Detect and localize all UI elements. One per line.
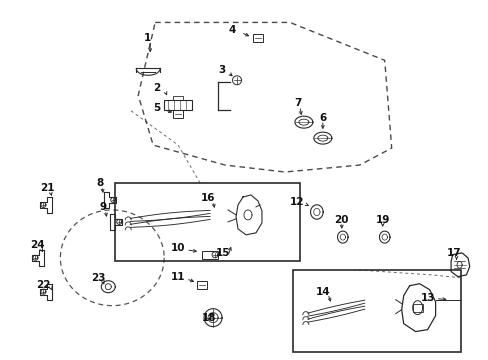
Bar (197, 281, 206, 289)
Text: 8: 8 (97, 178, 103, 188)
Text: 13: 13 (420, 293, 434, 303)
Text: 12: 12 (289, 197, 304, 207)
Bar (292, 270, 460, 351)
Text: 2: 2 (153, 83, 161, 93)
Text: 22: 22 (36, 280, 51, 290)
Text: 21: 21 (40, 183, 55, 193)
Text: 19: 19 (375, 215, 389, 225)
Text: 4: 4 (228, 26, 235, 35)
Bar (412, 304, 422, 312)
Text: 20: 20 (334, 215, 348, 225)
Text: 11: 11 (170, 272, 185, 282)
Text: 10: 10 (170, 243, 185, 253)
Bar (164, 100, 192, 110)
Text: 5: 5 (153, 103, 161, 113)
Text: 15: 15 (215, 248, 230, 258)
Bar (202, 251, 218, 259)
Text: 24: 24 (30, 240, 44, 250)
Bar (252, 35, 263, 42)
Text: 14: 14 (315, 287, 329, 297)
Text: 9: 9 (100, 202, 106, 212)
Text: 3: 3 (218, 65, 225, 75)
Text: 1: 1 (143, 33, 150, 44)
Text: 17: 17 (447, 248, 461, 258)
Text: 18: 18 (202, 312, 216, 323)
Bar (115, 183, 299, 261)
Text: 23: 23 (91, 273, 105, 283)
Text: 16: 16 (201, 193, 215, 203)
Text: 7: 7 (294, 98, 301, 108)
Text: 6: 6 (319, 113, 326, 123)
Bar (173, 110, 183, 118)
